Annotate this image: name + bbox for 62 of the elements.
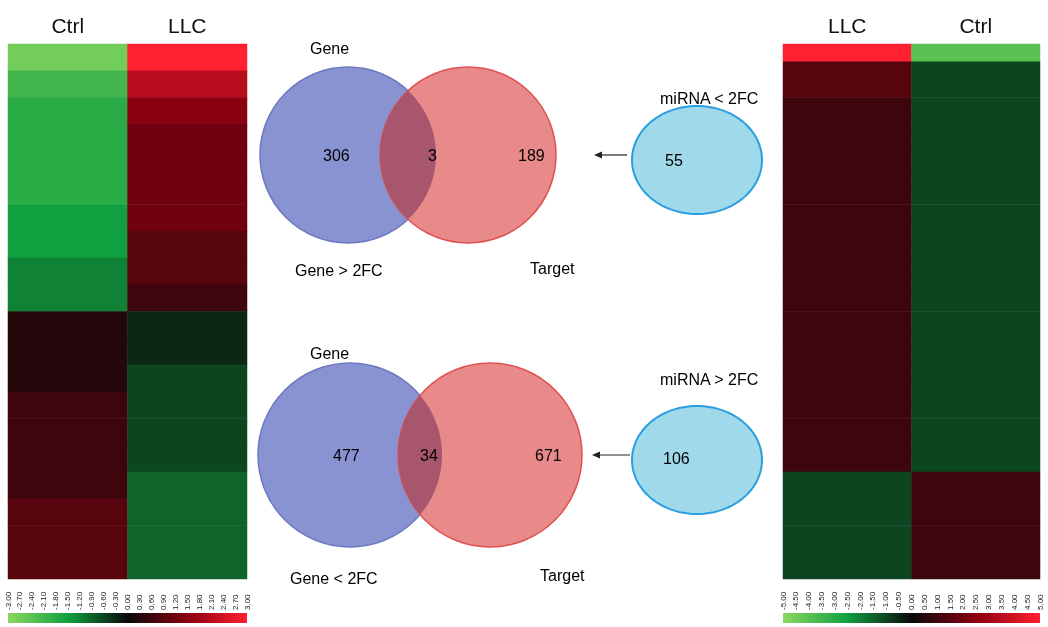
color-bar-label: -1.20 [75,591,85,610]
color-bar-label: 0.90 [158,593,168,610]
category-label: miRNA < 2FC [660,89,759,107]
data-label: 106 [663,449,690,467]
color-bar-label: -0.60 [99,591,109,610]
data-label: 306 [323,146,350,164]
data-label: 671 [535,446,562,464]
color-bar-label: -2.70 [15,591,25,610]
color-bar-label: -2.00 [855,591,865,610]
color-bar-label: -0.30 [111,591,121,610]
color-bar-label: 4.00 [1009,593,1019,610]
x-tick-label: LLC [167,14,207,37]
text: Gene < 2FC [290,569,378,587]
color-bar-label: -3.00 [829,591,839,610]
color-bar-label: 0.00 [123,593,132,610]
category-label: Gene [310,39,350,57]
color-bar-label: 1.50 [945,593,955,610]
color-bar-label: 1.50 [182,593,192,610]
color-bar-label: -1.00 [881,591,891,610]
color-bar-label: 0.30 [134,593,144,610]
x-tick-label: Ctrl [51,14,85,37]
color-bar-label: 2.00 [958,593,968,610]
text: Gene > 2FC [295,261,383,279]
data-label: 34 [420,446,438,464]
color-bar-label: 1.00 [932,593,942,610]
color-bar-label: 2.70 [230,593,240,610]
color-bar-label: -2.10 [39,591,49,610]
color-bar-label: 4.50 [1022,593,1032,610]
color-bar-label: 2.10 [206,593,216,610]
category-label: miRNA > 2FC [660,370,759,388]
color-bar-label: -0.50 [894,591,904,610]
color-bar-label: -4.00 [804,591,814,610]
color-bar-label: -3.00 [3,591,13,610]
category-label: Target [540,566,586,584]
data-label: 477 [333,446,360,464]
x-tick-label: LLC [827,14,867,37]
color-bar-label: 3.00 [984,593,994,610]
color-bar-label: 1.20 [170,593,180,610]
color-bar-label: 2.50 [971,593,981,610]
color-bar-label: 5.00 [1035,593,1045,610]
category-label: Gene [310,344,350,362]
color-bar-label: 0.00 [907,593,916,610]
color-bar-label: -2.50 [842,591,852,610]
color-bar-label: 3.00 [242,593,252,610]
color-bar-label: 0.50 [919,593,929,610]
color-bar-label: -4.50 [791,591,801,610]
data-label: 55 [665,151,683,169]
color-bar-label: 1.80 [194,593,204,610]
color-bar-label: 2.40 [218,593,228,610]
color-bar-label: -1.50 [868,591,878,610]
color-bar-label: 3.50 [996,593,1006,610]
data-label: 3 [428,146,437,164]
color-bar-label: -0.90 [87,591,97,610]
color-bar-label: -2.40 [27,591,37,610]
x-tick-label: Ctrl [959,14,993,37]
category-label: Target [530,259,576,277]
color-bar-label: -5.00 [778,591,788,610]
color-bar-label: -1.80 [51,591,61,610]
color-bar-label: 0.60 [146,593,156,610]
color-bar-label: -3.50 [817,591,827,610]
color-bar-label: -1.50 [63,591,73,610]
data-label: 189 [518,146,545,164]
